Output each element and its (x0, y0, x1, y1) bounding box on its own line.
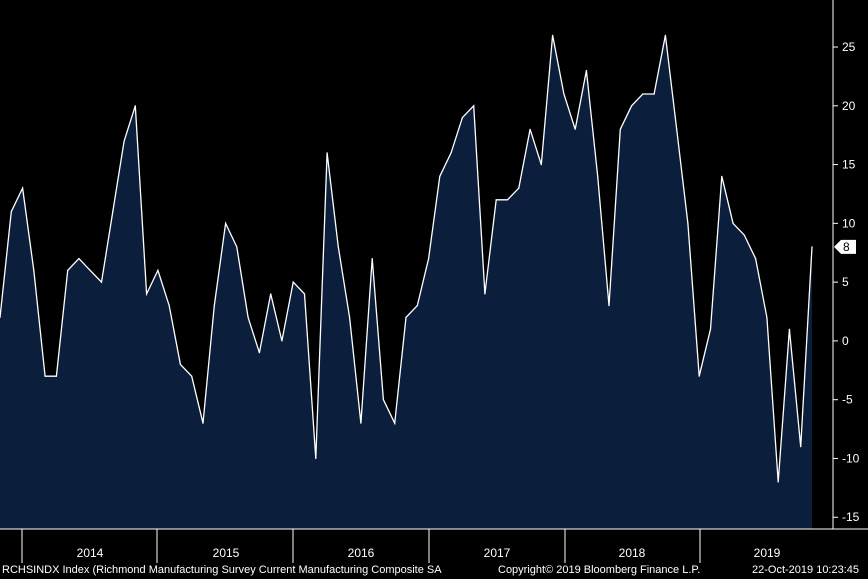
data-point (349, 316, 351, 318)
timestamp-text: 22-Oct-2019 10:23:45 (752, 564, 860, 576)
data-point (495, 199, 497, 201)
data-point (439, 175, 441, 177)
data-point (506, 199, 509, 201)
data-point (202, 422, 204, 424)
data-point (337, 246, 339, 248)
data-point (89, 269, 91, 271)
y-axis-ticks: -15 -10 -5 0 5 10 15 20 25 (833, 40, 860, 524)
data-point (461, 117, 463, 119)
x-tick-label: 2015 (213, 546, 240, 560)
data-point (518, 187, 520, 189)
plot-area (0, 34, 813, 530)
data-point (664, 34, 667, 36)
data-point (33, 269, 35, 271)
data-point (777, 481, 779, 483)
area-fill (0, 35, 812, 530)
data-point (394, 422, 396, 424)
data-point (574, 128, 576, 130)
data-point (236, 246, 238, 248)
x-tick-label: 2017 (484, 546, 511, 560)
data-point (766, 316, 768, 318)
data-point (800, 446, 802, 448)
data-point (382, 399, 384, 401)
data-point (597, 175, 599, 177)
data-point (732, 222, 734, 224)
x-axis-ticks: 2014 2015 2016 2017 2018 2019 (21, 529, 781, 563)
y-tick-label: 25 (842, 40, 856, 54)
data-point (484, 293, 486, 295)
data-point (529, 128, 531, 130)
data-point (687, 222, 689, 224)
data-point (709, 328, 712, 330)
data-point (563, 93, 565, 95)
data-point (450, 152, 452, 154)
y-tick-label: -10 (842, 451, 860, 465)
data-point (134, 105, 136, 107)
data-point (10, 211, 12, 213)
data-point (191, 375, 193, 377)
data-point (67, 269, 69, 271)
data-point (755, 258, 757, 260)
data-point (78, 258, 80, 260)
data-point (292, 281, 294, 283)
data-point (270, 293, 272, 295)
data-point (473, 105, 475, 107)
x-tick-label: 2016 (348, 546, 375, 560)
data-point (44, 375, 46, 377)
data-point (179, 363, 181, 365)
y-tick-label: -5 (842, 393, 853, 407)
data-point (416, 305, 418, 307)
data-point (405, 316, 407, 318)
data-point (721, 175, 723, 177)
data-point (811, 246, 813, 248)
data-point (315, 457, 317, 460)
x-tick-label: 2014 (77, 546, 104, 560)
data-point (642, 93, 644, 95)
data-point (698, 375, 700, 377)
data-point (112, 211, 114, 213)
data-point (428, 258, 430, 260)
last-value-label: 8 (843, 240, 850, 254)
data-point (619, 128, 621, 130)
data-point (123, 140, 125, 142)
data-point (303, 293, 306, 295)
data-point (788, 328, 791, 330)
data-point (0, 316, 1, 318)
data-point (55, 375, 58, 377)
data-point (225, 222, 227, 224)
last-value-box (834, 239, 856, 254)
copyright-text: Copyright© 2019 Bloomberg Finance L.P. (498, 564, 701, 576)
data-point (22, 187, 24, 189)
x-tick-label: 2019 (754, 546, 781, 560)
data-point (213, 305, 215, 307)
y-tick-label: 15 (842, 158, 856, 172)
y-tick-label: -15 (842, 510, 860, 524)
data-point (100, 281, 103, 283)
data-point (281, 340, 283, 342)
series-title: RCHSINDX Index (Richmond Manufacturing S… (2, 564, 442, 576)
data-point (653, 93, 655, 95)
x-tick-label: 2018 (619, 546, 646, 560)
data-point (631, 105, 633, 107)
data-point (157, 269, 159, 271)
y-tick-label: 0 (842, 334, 849, 348)
data-point (360, 422, 362, 424)
data-point (146, 293, 148, 295)
data-point (326, 152, 328, 154)
data-point (540, 164, 542, 166)
last-value-marker: 8 (834, 239, 856, 254)
data-point (552, 34, 554, 36)
y-tick-label: 10 (842, 216, 856, 230)
y-tick-label: 20 (842, 99, 856, 113)
y-tick-label: 5 (842, 275, 849, 289)
data-point (247, 316, 249, 318)
data-point (371, 258, 373, 260)
data-point (676, 128, 678, 130)
data-point (168, 305, 170, 307)
data-point (258, 352, 260, 354)
data-point (608, 305, 610, 307)
data-point (585, 69, 588, 72)
data-point (743, 234, 745, 236)
